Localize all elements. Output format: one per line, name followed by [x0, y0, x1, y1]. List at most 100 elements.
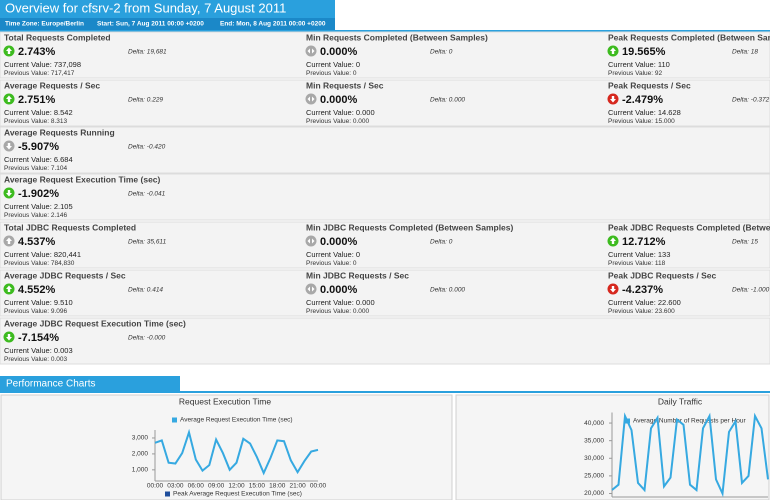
header-rule [0, 30, 770, 32]
previous-value: Previous Value: 8.313 [4, 118, 67, 125]
change-percent: 2.743% [18, 46, 56, 58]
delta: Delta: 35,611 [128, 239, 167, 246]
delta: Delta: 0.000 [430, 287, 465, 294]
y-tick-label: 40,000 [584, 420, 604, 427]
legend-label: Average Number of Requests per Hour [633, 418, 746, 425]
previous-value: Previous Value: 0.000 [306, 308, 369, 315]
metric-title: Peak JDBC Requests Completed (Between Sa… [608, 222, 770, 232]
previous-value: Previous Value: 2.146 [4, 212, 67, 219]
start-time: Start: Sun, 7 Aug 2011 00:00 +0200 [97, 21, 204, 28]
current-value: Current Value: 14.628 [608, 108, 681, 117]
y-tick-label: 35,000 [584, 437, 604, 444]
delta: Delta: 18 [732, 49, 758, 56]
y-tick-label: 2,000 [132, 451, 149, 458]
metric-title: Peak JDBC Requests / Sec [608, 270, 716, 280]
status-icon [305, 45, 317, 57]
metric: Average JDBC Request Execution Time (sec… [3, 318, 186, 363]
delta: Delta: 0.229 [128, 97, 163, 104]
chart-panel [0, 394, 453, 500]
x-tick-label: 06:00 [188, 483, 205, 490]
metric: Average Requests / Sec 2.751% Delta: 0.229… [3, 80, 163, 125]
change-percent: 0.000% [320, 94, 358, 106]
y-tick-label: 20,000 [584, 490, 604, 497]
current-value: Current Value: 0.003 [4, 346, 73, 355]
change-percent: 0.000% [320, 46, 358, 58]
change-percent: -4.237% [622, 284, 663, 296]
delta: Delta: 15 [732, 239, 758, 246]
arrow-icon [610, 286, 616, 293]
metric: Total Requests Completed 2.743% Delta: 19,… [3, 32, 167, 77]
metric: Total JDBC Requests Completed 4.537% Delta… [3, 222, 167, 267]
metric: Min JDBC Requests Completed (Between Sam… [305, 222, 514, 267]
x-tick-label: 18:00 [269, 483, 286, 490]
section-title: Performance Charts [6, 379, 95, 390]
change-percent: 0.000% [320, 284, 358, 296]
delta: Delta: -1.000 [732, 287, 770, 294]
metric-title: Peak Requests Completed (Between Samples… [608, 32, 770, 42]
delta: Delta: -0.420 [128, 144, 166, 151]
time-zone: Time Zone: Europe/Berlin [5, 21, 84, 28]
delta: Delta: -0.041 [128, 191, 166, 198]
previous-value: Previous Value: 15.000 [608, 118, 675, 125]
current-value: Current Value: 8.542 [4, 108, 73, 117]
delta: Delta: 0.414 [128, 287, 163, 294]
current-value: Current Value: 0 [306, 60, 360, 69]
metric-title: Average Request Execution Time (sec) [4, 174, 161, 184]
arrow-icon [610, 237, 616, 244]
current-value: Current Value: 820,441 [4, 250, 81, 259]
current-value: Current Value: 9.510 [4, 298, 73, 307]
metric-row [0, 269, 770, 317]
data-line [154, 428, 319, 476]
arrow-icon [6, 47, 12, 54]
current-value: Current Value: 6.684 [4, 155, 73, 164]
metric-title: Total JDBC Requests Completed [4, 222, 136, 232]
metric-title: Average Requests / Sec [4, 80, 100, 90]
previous-value: Previous Value: 717,417 [4, 70, 75, 77]
metric: Average JDBC Requests / Sec 4.552% Delta: … [3, 270, 163, 315]
previous-value: Previous Value: 23.600 [608, 308, 675, 315]
previous-value: Previous Value: 0 [306, 260, 357, 267]
arrow-icon [307, 238, 315, 244]
metric: Min Requests Completed (Between Samples)… [305, 32, 488, 77]
delta: Delta: -0.000 [128, 335, 166, 342]
previous-value: Previous Value: 9.096 [4, 308, 67, 315]
x-tick-label: 09:00 [208, 483, 225, 490]
change-percent: 19.565% [622, 46, 666, 58]
x-tick-label: 00:00 [147, 483, 164, 490]
arrow-icon [6, 95, 12, 102]
data-line [611, 412, 769, 498]
arrow-icon [6, 334, 12, 341]
arrow-icon [6, 237, 12, 244]
y-tick-label: 1,000 [132, 467, 149, 474]
change-percent: 12.712% [622, 236, 666, 248]
metric-row [0, 126, 770, 174]
metric-title: Min JDBC Requests / Sec [306, 270, 409, 280]
metric: Peak JDBC Requests Completed (Between Sa… [607, 222, 770, 267]
previous-value: Previous Value: 0.003 [4, 356, 67, 363]
metric-row [0, 317, 770, 365]
previous-value: Previous Value: 784,830 [4, 260, 75, 267]
legend-label: Average Request Execution Time (sec) [180, 417, 293, 424]
status-icon [305, 93, 317, 105]
y-tick-label: 30,000 [584, 455, 604, 462]
current-value: Current Value: 22.600 [608, 298, 681, 307]
metric-title: Average JDBC Requests / Sec [4, 270, 126, 280]
page-title: Overview for cfsrv-2 from Sunday, 7 Augu… [5, 0, 286, 15]
previous-value: Previous Value: 0 [306, 70, 357, 77]
current-value: Current Value: 0.000 [306, 108, 375, 117]
x-tick-label: 03:00 [167, 483, 184, 490]
current-value: Current Value: 2.105 [4, 202, 73, 211]
metric: Average Request Execution Time (sec) -1.9… [3, 174, 166, 219]
chart-title: Request Execution Time [179, 396, 271, 406]
previous-value: Previous Value: 118 [608, 260, 666, 267]
change-percent: -5.907% [18, 141, 59, 153]
metric: Peak Requests Completed (Between Samples… [607, 32, 770, 77]
change-percent: 2.751% [18, 94, 56, 106]
arrow-icon [6, 285, 12, 292]
previous-value: Previous Value: 0.000 [306, 118, 369, 125]
arrow-icon [610, 47, 616, 54]
metric-title: Min JDBC Requests Completed (Between Sam… [306, 222, 514, 232]
metric: Min JDBC Requests / Sec 0.000% Delta: 0.00… [305, 270, 465, 315]
current-value: Current Value: 133 [608, 250, 670, 259]
